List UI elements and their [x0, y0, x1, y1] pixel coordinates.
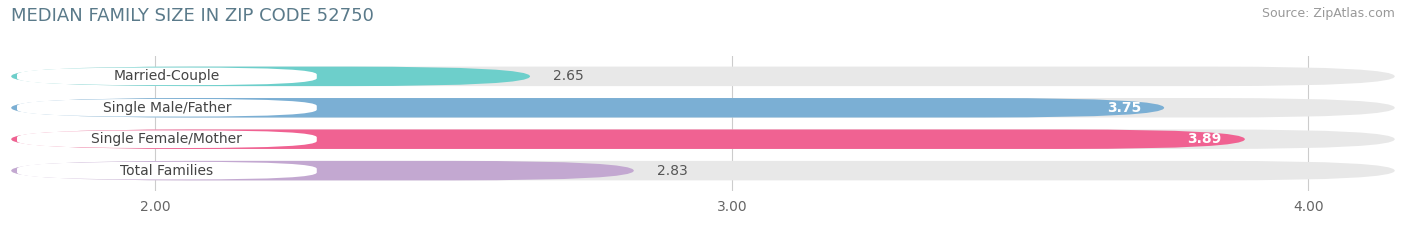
Text: Source: ZipAtlas.com: Source: ZipAtlas.com: [1261, 7, 1395, 20]
Text: Married-Couple: Married-Couple: [114, 69, 219, 83]
Text: MEDIAN FAMILY SIZE IN ZIP CODE 52750: MEDIAN FAMILY SIZE IN ZIP CODE 52750: [11, 7, 374, 25]
FancyBboxPatch shape: [11, 67, 1395, 86]
FancyBboxPatch shape: [11, 98, 1395, 117]
Text: Single Male/Father: Single Male/Father: [103, 101, 231, 115]
FancyBboxPatch shape: [17, 130, 316, 148]
Text: Single Female/Mother: Single Female/Mother: [91, 132, 242, 146]
FancyBboxPatch shape: [17, 68, 316, 85]
FancyBboxPatch shape: [11, 98, 1164, 117]
Text: 2.65: 2.65: [553, 69, 583, 83]
FancyBboxPatch shape: [11, 130, 1395, 149]
FancyBboxPatch shape: [11, 161, 1395, 180]
Text: Total Families: Total Families: [121, 164, 214, 178]
FancyBboxPatch shape: [11, 161, 634, 180]
FancyBboxPatch shape: [11, 67, 530, 86]
Text: 3.89: 3.89: [1188, 132, 1222, 146]
FancyBboxPatch shape: [17, 99, 316, 116]
Text: 2.83: 2.83: [657, 164, 688, 178]
FancyBboxPatch shape: [11, 130, 1244, 149]
FancyBboxPatch shape: [17, 162, 316, 179]
Text: 3.75: 3.75: [1107, 101, 1142, 115]
